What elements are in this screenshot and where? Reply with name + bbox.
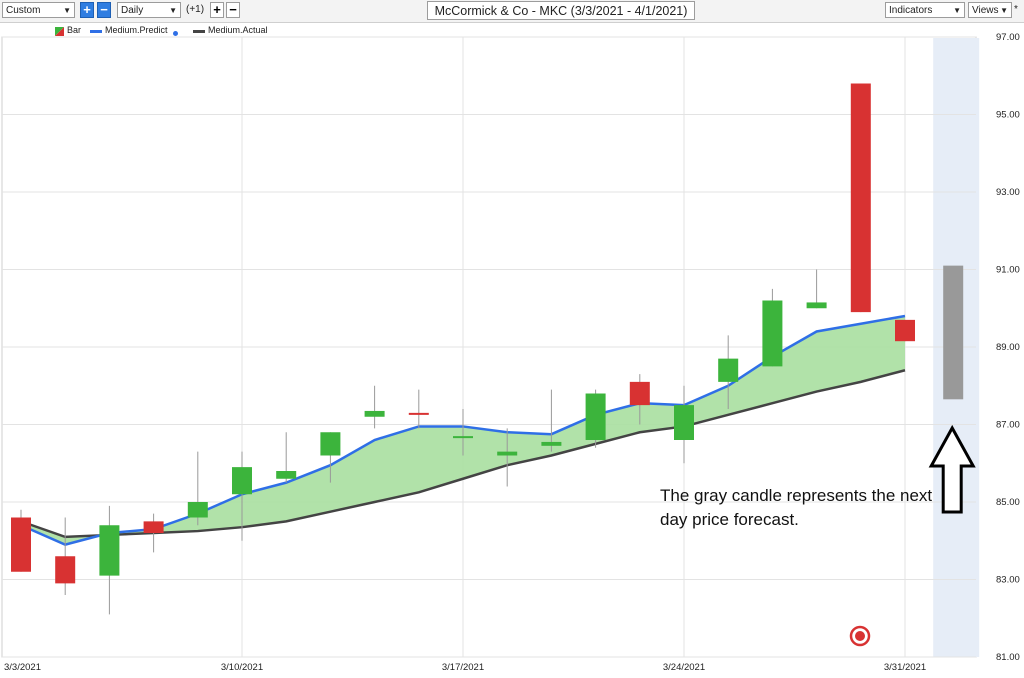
- candle-body: [806, 302, 827, 309]
- candle-body: [364, 410, 385, 417]
- y-tick-label: 95.00: [996, 110, 1020, 121]
- bar-legend-icon: [55, 27, 64, 36]
- candle-body: [895, 319, 915, 342]
- views-marker: *: [1014, 4, 1018, 15]
- candle-body: [408, 412, 429, 415]
- candle-body: [453, 436, 473, 439]
- chevron-down-icon: ▼: [169, 6, 177, 15]
- up-arrow-icon: [928, 424, 976, 514]
- chart-title: McCormick & Co - MKC (3/3/2021 - 4/1/202…: [427, 1, 695, 20]
- y-tick-label: 93.00: [996, 187, 1020, 198]
- candle-body: [497, 451, 518, 456]
- views-dropdown[interactable]: Views ▼: [968, 2, 1012, 18]
- candle-body: [718, 358, 739, 382]
- forecast-annotation: The gray candle represents the next day …: [660, 486, 933, 529]
- candle-body: [11, 517, 31, 572]
- offset-label: (+1): [186, 4, 205, 15]
- y-tick-label: 97.00: [996, 32, 1020, 43]
- legend-actual-label: Medium.Actual: [208, 25, 268, 35]
- x-tick-label: 3/31/2021: [884, 662, 926, 673]
- predict-line-legend-icon: [90, 30, 102, 33]
- candle-body: [143, 521, 164, 533]
- x-tick-label: 3/10/2021: [221, 662, 263, 673]
- chevron-down-icon: ▼: [63, 6, 71, 15]
- range-select-value: Custom: [6, 5, 41, 16]
- offset-minus-button[interactable]: −: [226, 2, 240, 18]
- y-tick-label: 89.00: [996, 342, 1020, 353]
- y-tick-label: 83.00: [996, 575, 1020, 586]
- chevron-down-icon: ▼: [1000, 6, 1008, 15]
- candle-body: [585, 393, 606, 440]
- x-tick-label: 3/3/2021: [4, 662, 41, 673]
- dividend-icon-inner: [855, 631, 865, 641]
- actual-line-legend-icon: [193, 30, 205, 33]
- candle-body: [541, 441, 562, 446]
- interval-select[interactable]: Daily ▼: [117, 2, 181, 18]
- y-tick-label: 91.00: [996, 265, 1020, 276]
- offset-plus-button[interactable]: +: [210, 2, 224, 18]
- y-tick-label: 85.00: [996, 497, 1020, 508]
- toolbar: Custom ▼ + − Daily ▼ (+1) + − McCormick …: [0, 0, 1024, 23]
- chevron-down-icon: ▼: [953, 6, 961, 15]
- x-tick-label: 3/17/2021: [442, 662, 484, 673]
- legend-predict-label: Medium.Predict: [105, 25, 168, 35]
- y-tick-label: 81.00: [996, 652, 1020, 663]
- candle-body: [674, 405, 694, 440]
- candle-body: [276, 471, 297, 479]
- range-select[interactable]: Custom ▼: [2, 2, 75, 18]
- candle-body: [187, 502, 208, 518]
- predict-info-icon: [173, 31, 178, 36]
- candle-body: [55, 556, 76, 584]
- candle-body: [850, 83, 871, 313]
- interval-select-value: Daily: [121, 5, 144, 16]
- candle-body: [232, 467, 252, 495]
- actual-line: [20, 369, 906, 539]
- y-tick-label: 87.00: [996, 420, 1020, 431]
- indicators-label: Indicators: [889, 5, 933, 16]
- indicators-dropdown[interactable]: Indicators ▼: [885, 2, 965, 18]
- candle-body: [99, 525, 120, 576]
- zoom-in-button[interactable]: +: [80, 2, 94, 18]
- zoom-out-button[interactable]: −: [97, 2, 111, 18]
- x-tick-label: 3/24/2021: [663, 662, 705, 673]
- candle-body: [762, 300, 783, 367]
- views-label: Views: [972, 5, 999, 16]
- forecast-candle: [943, 265, 964, 400]
- legend-bar-label: Bar: [67, 25, 82, 35]
- candle-body: [629, 381, 650, 406]
- candle-body: [320, 432, 341, 456]
